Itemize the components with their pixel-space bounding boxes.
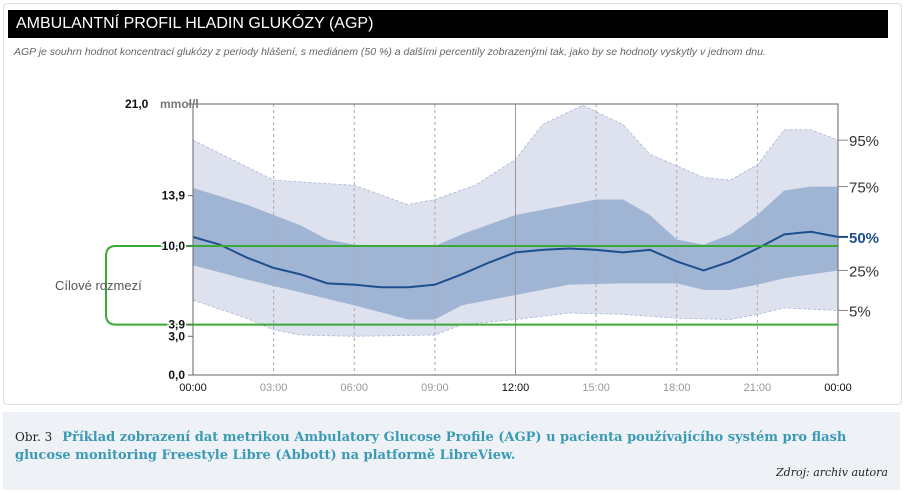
- chart-title: AMBULANTNÍ PROFIL HLADIN GLUKÓZY (AGP): [8, 10, 888, 38]
- y-tick-label: 10,0: [162, 239, 186, 253]
- x-tick-label: 00:00: [179, 382, 207, 394]
- y-unit-label: mmol/l: [160, 97, 199, 111]
- caption-number: Obr. 3: [15, 430, 53, 444]
- x-tick-label: 03:00: [260, 382, 288, 394]
- agp-chart: 00:00 03:00 06:00 09:00 12:00 15:00 18:00 21:00…: [55, 97, 879, 394]
- x-tick-label: 09:00: [421, 382, 449, 394]
- y-tick-label: 21,0: [125, 97, 149, 111]
- y-tick-label: 3,9: [168, 318, 185, 332]
- plot-frame: [192, 103, 839, 376]
- caption-source: Zdroj: archiv autora: [776, 466, 888, 479]
- percentile-label-5: 5%: [849, 303, 871, 320]
- y-tick-label: 13,9: [162, 189, 186, 203]
- chart-subtitle: AGP je souhrn hodnot koncentrací glukózy…: [14, 46, 766, 58]
- target-bracket: [105, 244, 130, 326]
- median-line: [192, 230, 839, 289]
- x-tick-label: 12:00: [502, 382, 530, 394]
- target-range-label: Cílové rozmezí: [55, 278, 142, 293]
- caption-text: Příklad zobrazení dat metrikou Ambulator…: [15, 430, 847, 463]
- percentile-label-95: 95%: [849, 133, 879, 150]
- percentile-label-50: 50%: [849, 230, 879, 247]
- percentile-label-25: 25%: [849, 263, 879, 280]
- y-tick-label: 3,0: [168, 329, 185, 343]
- percentile-label-75: 75%: [849, 180, 879, 197]
- x-tick-label: 15:00: [582, 382, 610, 394]
- x-tick-label: 18:00: [663, 382, 691, 394]
- y-tick-label: 0,0: [168, 368, 185, 382]
- x-tick-label: 06:00: [340, 382, 368, 394]
- x-tick-label: 00:00: [824, 382, 852, 394]
- figure-caption: Obr. 3 Příklad zobrazení dat metrikou Amb…: [3, 412, 900, 490]
- figure-frame: [3, 3, 902, 405]
- x-tick-label: 21:00: [744, 382, 772, 394]
